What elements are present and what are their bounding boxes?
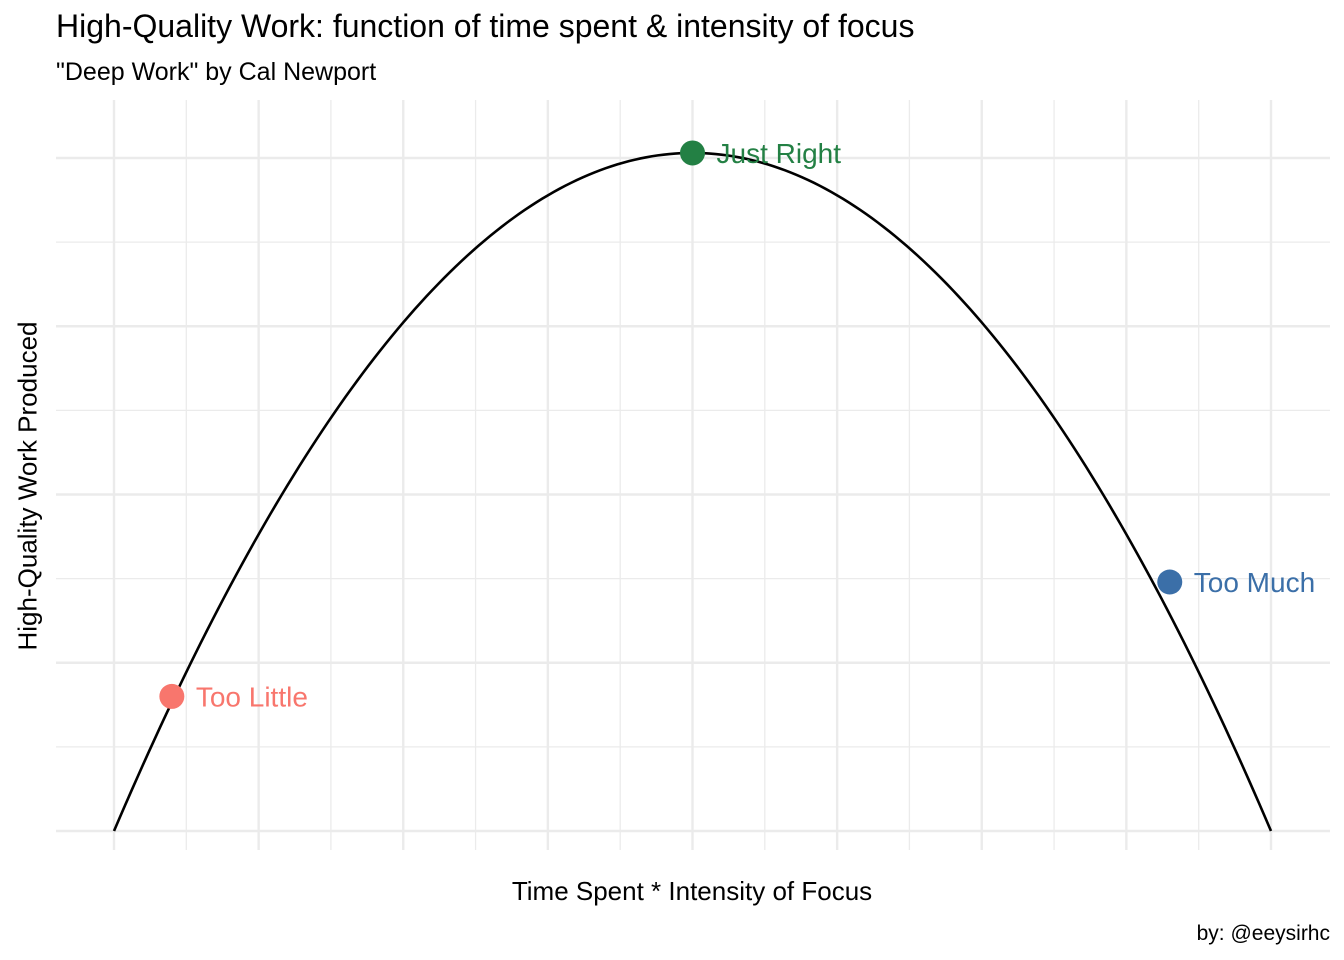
- chart-subtitle: "Deep Work" by Cal Newport: [56, 58, 377, 86]
- grid: [56, 100, 1330, 850]
- point-layer: Too Little Just Right Too Much: [159, 138, 1315, 712]
- x-axis-label: Time Spent * Intensity of Focus: [511, 876, 873, 906]
- data-point: [159, 683, 185, 709]
- chart-title: High-Quality Work: function of time spen…: [56, 8, 915, 44]
- point-label: Too Much: [1194, 567, 1315, 598]
- point-label: Just Right: [717, 138, 842, 169]
- data-point: [1157, 569, 1183, 595]
- data-point: [680, 140, 705, 166]
- y-axis-label: High-Quality Work Produced: [12, 321, 43, 651]
- point-label: Too Little: [196, 681, 308, 712]
- caption: by: @eeysirhc: [1196, 922, 1330, 945]
